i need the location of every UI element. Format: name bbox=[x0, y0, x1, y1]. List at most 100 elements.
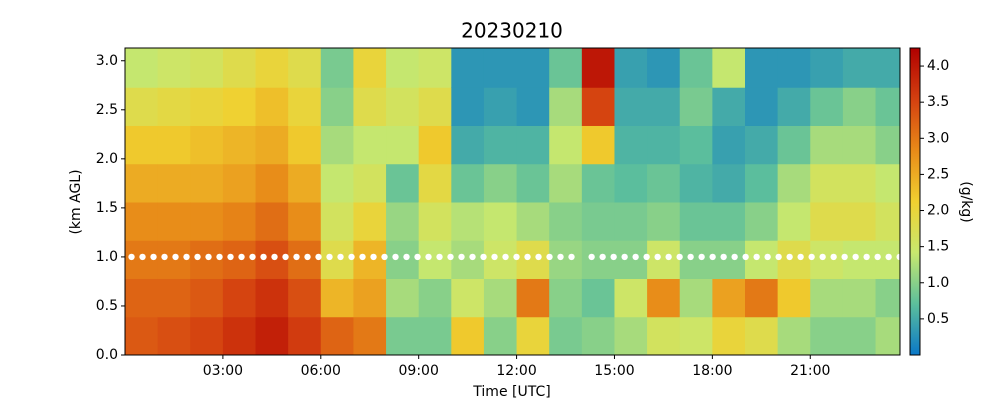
heatmap-cell bbox=[483, 163, 518, 203]
heatmap-cell bbox=[125, 48, 159, 88]
heatmap-cell bbox=[549, 201, 583, 241]
heatmap-cell bbox=[745, 316, 779, 356]
heatmap-cell bbox=[614, 125, 648, 165]
heatmap-cell bbox=[581, 163, 615, 203]
heatmap-cell bbox=[288, 48, 322, 88]
heatmap-cell bbox=[125, 125, 159, 165]
heatmap-cell bbox=[810, 278, 844, 318]
heatmap-cell bbox=[581, 278, 615, 318]
heatmap-cell bbox=[222, 278, 257, 318]
overlay-dot bbox=[797, 253, 804, 261]
overlay-dot bbox=[403, 253, 410, 261]
heatmap-cell bbox=[842, 48, 877, 88]
heatmap-cell bbox=[157, 163, 191, 203]
heatmap-cell bbox=[745, 87, 779, 126]
heatmap-cell bbox=[712, 163, 746, 203]
overlay-dot bbox=[742, 253, 749, 261]
x-tick-label: 18:00 bbox=[692, 363, 732, 379]
heatmap-cell bbox=[353, 240, 387, 279]
colorbar-tick-label: 3.5 bbox=[927, 94, 949, 110]
heatmap-cell bbox=[222, 201, 257, 241]
heatmap-cell bbox=[777, 278, 811, 318]
heatmap-cell bbox=[647, 240, 681, 279]
heatmap-cell bbox=[386, 201, 420, 241]
heatmap-cell bbox=[386, 316, 420, 356]
heatmap-cell bbox=[516, 240, 550, 279]
heatmap-cell bbox=[255, 201, 289, 241]
heatmap-cell bbox=[516, 316, 550, 356]
heatmap-cell bbox=[810, 316, 844, 356]
heatmap-cell bbox=[320, 278, 354, 318]
overlay-dot bbox=[863, 253, 870, 261]
overlay-dot bbox=[513, 253, 520, 261]
overlay-dot bbox=[808, 253, 815, 261]
overlay-dot bbox=[698, 253, 705, 261]
heatmap-cell bbox=[288, 125, 322, 165]
heatmap-cell bbox=[320, 163, 354, 203]
overlay-dot bbox=[775, 253, 782, 261]
overlay-dot bbox=[764, 253, 771, 261]
heatmap-cell bbox=[614, 87, 648, 126]
y-tick-label: 1.5 bbox=[96, 200, 118, 216]
heatmap-cell bbox=[679, 278, 713, 318]
heatmap-cell bbox=[418, 201, 452, 241]
heatmap-cell bbox=[386, 48, 420, 88]
heatmap-cell bbox=[190, 125, 224, 165]
heatmap-cell bbox=[353, 316, 387, 356]
heatmap-cell bbox=[549, 125, 583, 165]
overlay-dot bbox=[304, 253, 311, 261]
heatmap-cell bbox=[157, 87, 191, 126]
heatmap-cell bbox=[745, 240, 779, 279]
heatmap-cell bbox=[777, 87, 811, 126]
heatmap-cell bbox=[190, 48, 224, 88]
overlay-dot bbox=[128, 253, 135, 261]
heatmap-cell bbox=[842, 201, 877, 241]
heatmap-cell bbox=[875, 201, 901, 241]
heatmap-cell bbox=[516, 278, 550, 318]
heatmap-cell bbox=[451, 278, 485, 318]
heatmap-cell bbox=[712, 316, 746, 356]
overlay-dot bbox=[216, 253, 223, 261]
heatmap-cell bbox=[842, 316, 877, 356]
overlay-dot bbox=[282, 253, 289, 261]
overlay-dot bbox=[337, 253, 344, 261]
heatmap-cell bbox=[875, 125, 901, 165]
heatmap-cell bbox=[353, 163, 387, 203]
heatmap-cell bbox=[288, 278, 322, 318]
heatmap-cell bbox=[255, 125, 289, 165]
heatmap-cell bbox=[777, 163, 811, 203]
heatmap-cell bbox=[875, 163, 901, 203]
heatmap-cell bbox=[842, 240, 877, 279]
heatmap-cell bbox=[320, 48, 354, 88]
heatmap-cell bbox=[190, 163, 224, 203]
heatmap-cell bbox=[418, 87, 452, 126]
heatmap-cell bbox=[125, 201, 159, 241]
heatmap-cell bbox=[810, 201, 844, 241]
heatmap-cell bbox=[190, 278, 224, 318]
heatmap-cell bbox=[418, 163, 452, 203]
heatmap-cell bbox=[190, 316, 224, 356]
heatmap-cell bbox=[418, 240, 452, 279]
heatmap-cell bbox=[288, 316, 322, 356]
heatmap-cell bbox=[451, 201, 485, 241]
overlay-dot bbox=[621, 253, 628, 261]
overlay-dot bbox=[643, 253, 650, 261]
y-tick-label: 2.0 bbox=[96, 151, 118, 167]
overlay-dot bbox=[546, 253, 553, 261]
heatmap-cell bbox=[516, 48, 550, 88]
heatmap-cell bbox=[745, 48, 779, 88]
heatmap-cell bbox=[614, 278, 648, 318]
heatmap-cell bbox=[581, 125, 615, 165]
heatmap-cell bbox=[288, 163, 322, 203]
colorbar-label: (g/kg) bbox=[958, 181, 974, 223]
heatmap-cell bbox=[581, 240, 615, 279]
x-tick-label: 06:00 bbox=[301, 363, 341, 379]
overlay-dot bbox=[480, 253, 487, 261]
overlay-dot bbox=[502, 253, 509, 261]
heatmap-cell bbox=[679, 240, 713, 279]
overlay-dot bbox=[260, 253, 267, 261]
heatmap-cell bbox=[451, 316, 485, 356]
heatmap-cell bbox=[157, 48, 191, 88]
heatmap-cell bbox=[745, 163, 779, 203]
heatmap-cell bbox=[125, 278, 159, 318]
